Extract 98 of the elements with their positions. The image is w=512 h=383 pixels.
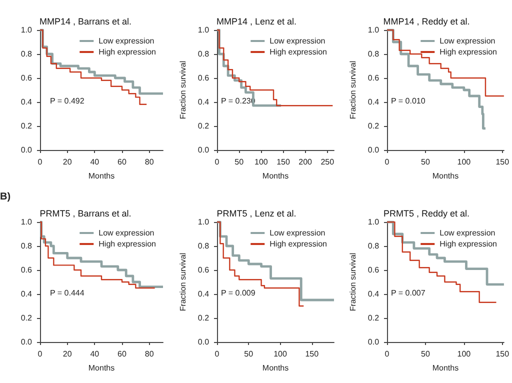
y-tick-label: 0.0 — [368, 337, 380, 346]
x-tick-label: 50 — [234, 158, 244, 166]
y-tick-label: 0.2 — [368, 122, 380, 130]
legend-label: Low expression — [269, 228, 325, 237]
x-tick-label: 100 — [458, 349, 472, 358]
y-tick-label: 1.0 — [198, 26, 210, 34]
y-tick-label: 0.0 — [198, 146, 210, 154]
x-tick-label: 50 — [421, 349, 431, 358]
y-tick-label: 0.2 — [20, 122, 33, 130]
x-axis-title: Months — [432, 172, 459, 180]
x-tick-label: 200 — [298, 158, 312, 166]
x-tick-label: 60 — [118, 349, 127, 358]
y-tick-label: 0.4 — [368, 289, 380, 298]
x-tick-label: 80 — [144, 349, 154, 358]
legend-label: High expression — [440, 239, 498, 248]
x-tick-label: 100 — [254, 158, 268, 166]
annotation: P = 0.009 — [220, 288, 256, 297]
x-tick-label: 0 — [214, 158, 220, 166]
x-tick-label: 0 — [214, 349, 220, 358]
y-tick-label: 0.8 — [198, 50, 210, 58]
x-tick-label: 150 — [276, 158, 290, 166]
y-tick-label: 1.0 — [368, 217, 380, 226]
y-tick-label: 0.6 — [368, 265, 380, 274]
legend-label: High expression — [98, 239, 156, 248]
x-tick-label: 20 — [62, 158, 72, 166]
y-tick-label: 0.4 — [20, 98, 33, 106]
y-tick-label: 0.0 — [20, 337, 33, 346]
y-tick-label: 0.4 — [20, 289, 33, 298]
y-tick-label: 1.0 — [20, 217, 33, 226]
x-axis-title: Months — [432, 363, 459, 372]
y-axis-title: Fraction survival — [178, 252, 188, 311]
x-tick-label: 40 — [90, 158, 100, 166]
y-tick-label: 0.4 — [198, 289, 210, 298]
y-axis-title: Fraction survival — [348, 252, 358, 311]
x-tick-label: 250 — [320, 158, 334, 166]
x-tick-label: 150 — [496, 158, 510, 166]
y-tick-label: 0.8 — [368, 241, 380, 250]
x-tick-label: 60 — [118, 158, 127, 166]
y-tick-label: 0.2 — [198, 122, 210, 130]
x-tick-label: 0 — [385, 158, 390, 166]
legend-label: Low expression — [98, 36, 154, 46]
x-tick-label: 20 — [62, 349, 72, 358]
y-tick-label: 1.0 — [368, 26, 380, 34]
annotation: P = 0.444 — [50, 288, 85, 297]
y-tick-label: 0.8 — [20, 50, 33, 58]
x-tick-label: 150 — [304, 349, 319, 358]
y-axis-title: Fraction survival — [348, 60, 358, 120]
y-tick-label: 0.4 — [368, 98, 380, 106]
annotation: P = 0.007 — [391, 288, 426, 297]
y-tick-label: 0.6 — [20, 265, 33, 274]
x-tick-label: 0 — [38, 158, 43, 166]
y-tick-label: 0.0 — [368, 146, 380, 154]
x-tick-label: 100 — [273, 349, 288, 358]
legend-label: High expression — [440, 48, 498, 56]
chart-title: PRMT5 , Barrans et al. — [40, 208, 132, 218]
x-tick-label: 150 — [496, 349, 510, 358]
y-axis-title: Fraction survival — [178, 60, 188, 120]
chart-title: MMP14 , Barrans et al. — [39, 16, 132, 26]
x-axis-title: Months — [262, 172, 288, 180]
annotation: P = 0.010 — [391, 96, 426, 106]
x-tick-label: 80 — [144, 158, 154, 166]
y-tick-label: 1.0 — [198, 217, 210, 226]
x-axis-title: Months — [88, 172, 115, 180]
y-tick-label: 0.2 — [368, 313, 380, 322]
x-tick-label: 50 — [421, 158, 431, 166]
x-tick-label: 40 — [90, 349, 100, 358]
legend-label: Low expression — [440, 36, 496, 46]
x-tick-label: 0 — [38, 349, 43, 358]
x-tick-label: 50 — [244, 349, 254, 358]
legend-label: High expression — [269, 239, 327, 248]
x-axis-title: Months — [88, 363, 115, 372]
y-tick-label: 0.8 — [368, 50, 380, 58]
y-tick-label: 0.8 — [20, 241, 33, 250]
y-tick-label: 0.2 — [198, 313, 210, 322]
legend-label: Low expression — [440, 228, 496, 237]
chart-title: PRMT5 , Reddy et al. — [384, 208, 470, 218]
y-tick-label: 0.2 — [20, 313, 33, 322]
chart-title: MMP14 , Lenz et al. — [216, 16, 296, 26]
chart-title: MMP14 , Reddy et al. — [384, 16, 470, 26]
legend-label: High expression — [98, 48, 156, 56]
y-tick-label: 0.0 — [20, 146, 33, 154]
legend-label: High expression — [269, 48, 327, 56]
y-tick-label: 0.8 — [198, 241, 210, 250]
y-tick-label: 1.0 — [20, 26, 33, 34]
legend-label: Low expression — [269, 36, 325, 46]
y-tick-label: 0.0 — [198, 337, 210, 346]
text: B) — [0, 191, 11, 202]
y-tick-label: 0.6 — [198, 74, 210, 82]
y-tick-label: 0.6 — [198, 265, 210, 274]
annotation: P = 0.492 — [50, 96, 85, 106]
y-tick-label: 0.4 — [198, 98, 210, 106]
legend-label: Low expression — [98, 228, 154, 237]
x-axis-title: Months — [262, 363, 288, 372]
y-tick-label: 0.6 — [20, 74, 33, 82]
y-tick-label: 0.6 — [368, 74, 380, 82]
x-tick-label: 100 — [458, 158, 472, 166]
chart-title: PRMT5 , Lenz et al. — [216, 208, 296, 218]
x-tick-label: 0 — [385, 349, 390, 358]
